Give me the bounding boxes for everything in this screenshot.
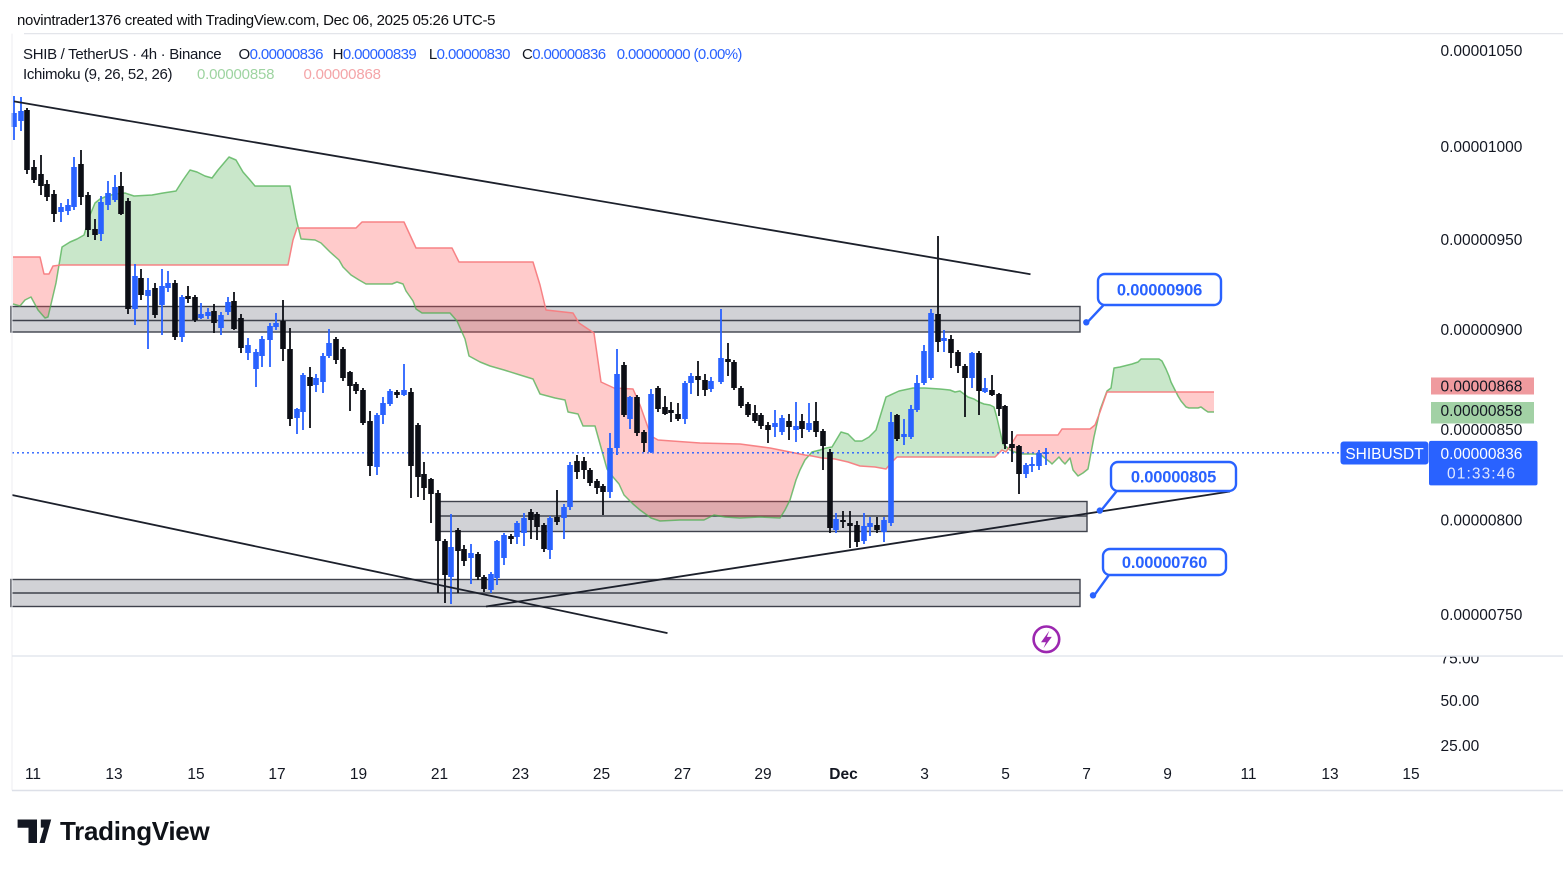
svg-text:13: 13 <box>1321 766 1338 783</box>
svg-text:13: 13 <box>105 766 122 783</box>
svg-text:0.00001000: 0.00001000 <box>1441 139 1523 156</box>
svg-text:TradingView: TradingView <box>60 816 210 846</box>
svg-text:0.00000900: 0.00000900 <box>1441 322 1523 339</box>
svg-text:3: 3 <box>920 766 929 783</box>
svg-text:C0.00000836: C0.00000836 <box>522 46 606 63</box>
svg-text:27: 27 <box>674 766 691 783</box>
svg-text:0.00000850: 0.00000850 <box>1441 422 1523 439</box>
svg-text:15: 15 <box>1402 766 1419 783</box>
svg-text:17: 17 <box>268 766 285 783</box>
svg-text:15: 15 <box>187 766 204 783</box>
svg-text:0.00000950: 0.00000950 <box>1441 232 1523 249</box>
svg-text:01:33:46: 01:33:46 <box>1447 466 1516 483</box>
svg-text:23: 23 <box>512 766 529 783</box>
svg-text:0.00000858: 0.00000858 <box>1441 403 1523 420</box>
svg-text:0.00000760: 0.00000760 <box>1122 554 1207 572</box>
svg-text:0.00001050: 0.00001050 <box>1441 43 1523 60</box>
svg-text:0.00000836: 0.00000836 <box>1441 446 1523 463</box>
svg-text:0.00000800: 0.00000800 <box>1441 513 1523 530</box>
svg-text:Dec: Dec <box>829 766 858 783</box>
svg-text:50.00: 50.00 <box>1441 693 1480 710</box>
svg-text:0.00000858: 0.00000858 <box>197 66 274 83</box>
svg-text:H0.00000839: H0.00000839 <box>333 46 417 63</box>
svg-text:novintrader1376 created with T: novintrader1376 created with TradingView… <box>17 12 495 29</box>
svg-text:SHIB / TetherUS · 4h · Binance: SHIB / TetherUS · 4h · Binance <box>23 46 221 63</box>
svg-text:O0.00000836: O0.00000836 <box>239 46 324 63</box>
svg-text:19: 19 <box>350 766 367 783</box>
svg-text:0.00000805: 0.00000805 <box>1131 469 1216 487</box>
svg-text:0.00000868: 0.00000868 <box>1441 379 1523 396</box>
svg-text:29: 29 <box>754 766 771 783</box>
svg-text:0.00000750: 0.00000750 <box>1441 607 1523 624</box>
svg-text:11: 11 <box>1240 766 1256 783</box>
svg-text:9: 9 <box>1163 766 1172 783</box>
svg-text:Ichimoku (9, 26, 52, 26): Ichimoku (9, 26, 52, 26) <box>23 66 173 83</box>
svg-text:21: 21 <box>431 766 448 783</box>
svg-text:SHIBUSDT: SHIBUSDT <box>1345 446 1424 463</box>
svg-text:7: 7 <box>1082 766 1091 783</box>
svg-text:25.00: 25.00 <box>1441 738 1480 755</box>
svg-text:0.00000000 (0.00%): 0.00000000 (0.00%) <box>617 46 743 63</box>
svg-text:L0.00000830: L0.00000830 <box>429 46 510 63</box>
svg-text:11: 11 <box>25 766 41 783</box>
svg-text:5: 5 <box>1001 766 1010 783</box>
svg-text:0.00000868: 0.00000868 <box>304 66 381 83</box>
svg-text:0.00000906: 0.00000906 <box>1117 282 1202 300</box>
svg-text:25: 25 <box>593 766 610 783</box>
